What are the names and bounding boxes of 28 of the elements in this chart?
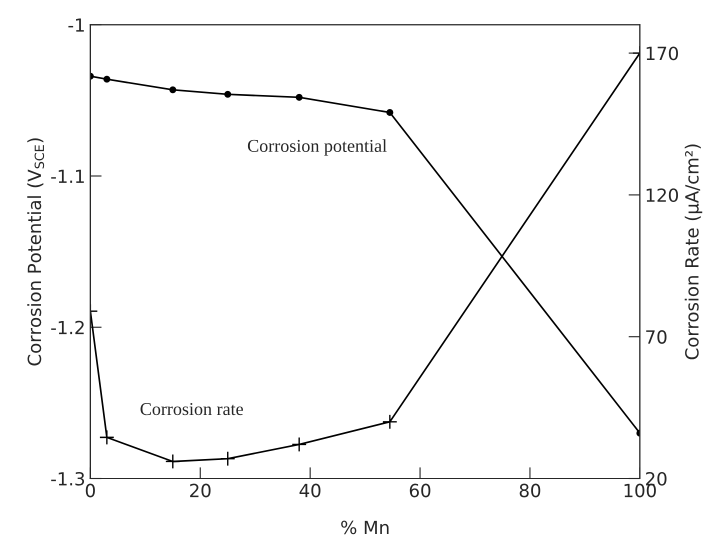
point: [99, 430, 114, 446]
y2-tick-label: 170: [646, 46, 678, 60]
point: [382, 414, 398, 430]
y-tick-label: -1.1: [51, 170, 84, 183]
y-axis-title: Corrosion Potential (V$_{SCE}$): [27, 138, 44, 366]
x-tick-label: 20: [190, 484, 211, 498]
point: [103, 76, 110, 83]
point: [220, 451, 236, 466]
point: [165, 454, 180, 470]
annotation: Corrosion rate: [140, 403, 243, 416]
annotation: Corrosion potential: [248, 139, 387, 156]
x-tick-label: 40: [300, 484, 320, 498]
y-tick-label: -1.3: [51, 472, 84, 486]
point: [296, 94, 303, 101]
x-tick-label: 60: [410, 484, 430, 498]
x-axis-title: % Mn: [341, 520, 389, 534]
y-tick-label: -1.2: [51, 320, 84, 334]
x-tick-label: 0: [86, 484, 95, 498]
y-tick-label: -1: [68, 18, 84, 32]
y2-axis-title: Corrosion Rate (μA/cm²): [684, 144, 702, 360]
point: [224, 90, 232, 98]
y2-tick-label: 120: [646, 188, 678, 202]
x-tick-label: 100: [624, 484, 656, 498]
y2-tick-label: 70: [646, 330, 666, 344]
x-tick-label: 80: [520, 484, 540, 498]
point: [292, 436, 307, 452]
point: [169, 86, 176, 94]
point: [386, 109, 394, 116]
